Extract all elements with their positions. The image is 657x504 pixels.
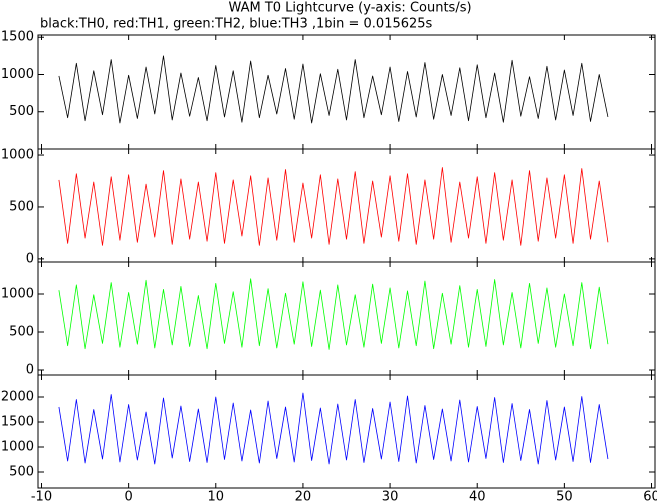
- y-tick-label: 1000: [1, 67, 34, 82]
- y-tick-label: 2000: [1, 390, 34, 405]
- panel-frame: [37, 148, 656, 263]
- y-tick-label: 500: [9, 199, 34, 214]
- y-tick-label: 1000: [1, 286, 34, 301]
- x-tick-label: 40: [469, 490, 486, 504]
- y-tick-label: 1500: [1, 415, 34, 430]
- y-tick-label: 0: [26, 362, 34, 377]
- lightcurve: [58, 55, 609, 124]
- x-tick-label: 60: [643, 490, 657, 504]
- x-tick-label: -10: [31, 490, 52, 504]
- panel-frame: [37, 261, 656, 376]
- y-tick-label: 1000: [1, 440, 34, 455]
- y-tick-label: 500: [9, 324, 34, 339]
- panel-frame: [37, 34, 656, 150]
- x-tick-label: 50: [556, 490, 573, 504]
- y-tick-label: 0: [26, 251, 34, 266]
- x-tick-label: 10: [208, 490, 225, 504]
- panel-frame: [37, 374, 656, 489]
- x-tick-label: 30: [382, 490, 399, 504]
- y-tick-label: 500: [9, 104, 34, 119]
- y-tick-label: 1500: [1, 30, 34, 45]
- y-tick-label: 1000: [1, 148, 34, 163]
- y-tick-label: 500: [9, 465, 34, 480]
- chart-title: WAM T0 Lightcurve (y-axis: Counts/s): [228, 1, 471, 16]
- x-tick-label: 20: [295, 490, 312, 504]
- lightcurve: [58, 167, 609, 246]
- x-tick-label: 0: [124, 490, 132, 504]
- lightcurve: [58, 392, 609, 465]
- lightcurve: [58, 278, 609, 350]
- chart-subtitle: black:TH0, red:TH1, green:TH2, blue:TH3 …: [40, 17, 433, 32]
